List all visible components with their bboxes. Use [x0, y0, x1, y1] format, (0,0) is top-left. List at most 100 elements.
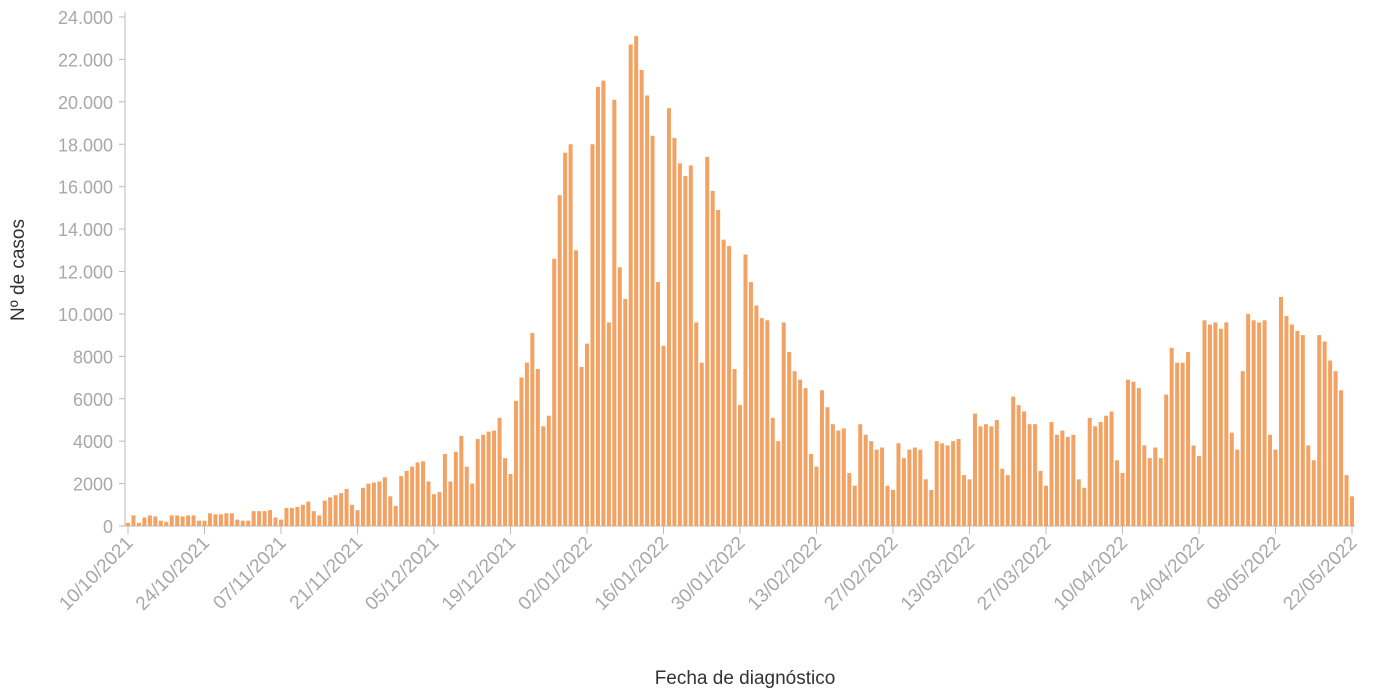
bar: [819, 390, 824, 526]
bar: [328, 497, 333, 526]
bar: [1257, 322, 1262, 526]
bar: [546, 415, 551, 526]
bar: [994, 419, 999, 526]
x-tick-label: 08/05/2022: [1203, 533, 1285, 615]
bar: [694, 322, 699, 526]
x-axis-title: Fecha de diagnóstico: [655, 668, 836, 689]
bar: [847, 472, 852, 526]
x-tick-label: 30/01/2022: [667, 533, 749, 615]
bar: [557, 195, 562, 526]
bar: [983, 424, 988, 526]
bar: [776, 441, 781, 526]
bar: [672, 137, 677, 526]
bar: [563, 152, 568, 526]
bar: [1131, 381, 1136, 526]
bar: [300, 504, 305, 526]
y-axis-title: Nº de casos: [8, 219, 29, 321]
bar: [399, 476, 404, 526]
bar: [530, 333, 535, 526]
bar: [175, 515, 180, 526]
bar: [246, 520, 251, 526]
bar: [978, 426, 983, 526]
bar: [470, 483, 475, 526]
bar: [727, 246, 732, 527]
x-tick-label: 10/04/2022: [1050, 533, 1132, 615]
bar: [360, 487, 365, 526]
bar: [809, 453, 814, 526]
bar: [1289, 324, 1294, 526]
bar: [295, 506, 300, 526]
bar: [836, 430, 841, 526]
bar: [989, 426, 994, 526]
bar: [814, 466, 819, 526]
bar: [1273, 449, 1278, 526]
bar: [1120, 472, 1125, 526]
bar: [951, 441, 956, 526]
bar: [841, 428, 846, 526]
bar: [1186, 352, 1191, 526]
bar: [1197, 456, 1201, 526]
bar: [486, 431, 491, 526]
bar: [442, 453, 447, 526]
bar: [164, 521, 169, 526]
bar: [415, 462, 420, 526]
bar: [595, 86, 600, 527]
bar: [1322, 341, 1327, 526]
bar: [1164, 394, 1169, 526]
bar: [251, 511, 256, 526]
bar: [1235, 449, 1240, 526]
bar: [126, 522, 130, 526]
bar: [311, 511, 316, 526]
bar: [967, 479, 972, 526]
bar: [279, 519, 283, 526]
bar: [142, 517, 147, 526]
bar: [339, 493, 344, 526]
bar: [131, 515, 136, 526]
bar: [1350, 496, 1354, 526]
bar: [645, 95, 650, 527]
bar: [743, 254, 748, 527]
y-tick-label: 12.000: [58, 263, 113, 283]
bar: [656, 282, 661, 526]
bar: [940, 443, 945, 526]
bar: [1295, 330, 1300, 526]
bar: [1207, 324, 1212, 526]
bar: [568, 144, 573, 526]
x-tick-label: 24/04/2022: [1126, 533, 1208, 615]
bar: [240, 520, 245, 526]
bar: [579, 366, 584, 526]
bar: [1278, 296, 1283, 526]
bar: [224, 513, 229, 526]
bar: [923, 479, 928, 526]
bar: [475, 439, 480, 526]
bar: [825, 407, 830, 526]
bar: [552, 258, 557, 526]
bar: [1317, 335, 1322, 526]
bar: [180, 516, 185, 526]
y-tick-label: 2000: [73, 475, 113, 495]
bar: [1104, 415, 1109, 526]
bar: [257, 511, 262, 526]
bar: [628, 44, 633, 527]
bar: [765, 320, 770, 526]
bar: [153, 516, 158, 526]
bar: [1109, 411, 1114, 526]
x-tick-label: 24/10/2021: [132, 533, 214, 615]
bar: [650, 135, 655, 526]
bar: [1284, 316, 1289, 526]
bar: [1213, 322, 1218, 526]
bar: [235, 519, 240, 526]
bar: [1027, 424, 1032, 526]
bar: [268, 510, 273, 526]
bar: [688, 165, 693, 527]
bar: [464, 466, 469, 526]
bar: [661, 345, 666, 526]
bar: [448, 481, 453, 526]
x-tick-label: 07/11/2021: [209, 533, 290, 614]
bar: [306, 501, 311, 526]
bar: [524, 362, 529, 526]
bar: [1218, 328, 1223, 526]
bar: [907, 449, 912, 526]
bar: [1136, 388, 1141, 526]
